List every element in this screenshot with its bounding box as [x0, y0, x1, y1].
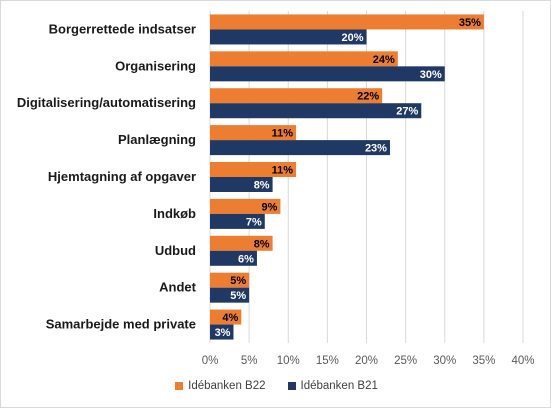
- category-label: Hjemtagning af opgaver: [48, 169, 196, 184]
- x-tick-labels: 0% 5% 10% 15% 20% 25% 30% 35% 40%: [202, 355, 535, 367]
- data-label: 3%: [215, 327, 231, 339]
- x-tick-label: 40%: [511, 355, 534, 367]
- data-label: 11%: [272, 165, 294, 177]
- bar: [210, 250, 257, 266]
- data-label: 5%: [230, 290, 246, 302]
- bar: [210, 177, 273, 192]
- legend-label: Idébanken B21: [300, 380, 378, 392]
- data-label: 6%: [238, 253, 254, 265]
- bar: [210, 29, 367, 45]
- data-label: 8%: [254, 180, 270, 192]
- bar: [210, 162, 297, 177]
- data-label: 5%: [230, 275, 246, 287]
- x-tick-label: 35%: [472, 355, 495, 367]
- data-label: 4%: [222, 312, 238, 324]
- bar: [210, 235, 273, 251]
- bar: [210, 198, 281, 214]
- category-label: Planlægning: [118, 132, 196, 147]
- bar: [210, 309, 242, 325]
- data-label: 20%: [341, 32, 363, 44]
- x-tick-label: 10%: [277, 355, 300, 367]
- x-tick-label: 20%: [355, 355, 378, 367]
- bar: [210, 272, 250, 288]
- bar: [210, 213, 265, 229]
- data-label: 35%: [459, 17, 481, 29]
- legend-item: Idébanken B22: [175, 380, 266, 392]
- bar: [210, 103, 422, 119]
- x-tick-label: 30%: [433, 355, 456, 367]
- legend-swatch: [175, 382, 184, 390]
- bar: [210, 51, 398, 67]
- category-label: Udbud: [155, 243, 196, 258]
- data-label: 23%: [365, 143, 387, 155]
- bar: [210, 88, 383, 104]
- data-label: 9%: [262, 201, 278, 213]
- category-label: Digitalisering/automatisering: [17, 95, 196, 110]
- bar: [210, 14, 484, 30]
- category-label: Borgerrettede indsatser: [49, 21, 196, 36]
- data-label: 30%: [420, 69, 442, 81]
- bars: 35%20%24%30%22%27%11%23%11%8%9%7%8%6%5%5…: [210, 14, 484, 340]
- x-tick-label: 25%: [394, 355, 417, 367]
- category-labels: Borgerrettede indsatser Organisering Digit…: [17, 21, 197, 331]
- data-label: 8%: [254, 238, 270, 250]
- bar: [210, 66, 445, 82]
- legend-label: Idébanken B22: [188, 380, 266, 392]
- bar: [210, 125, 297, 141]
- data-label: 22%: [357, 91, 379, 103]
- category-label: Organisering: [115, 58, 196, 73]
- legend-item: Idébanken B21: [287, 380, 378, 392]
- category-label: Samarbejde med private: [46, 317, 196, 332]
- x-tick-label: 15%: [316, 355, 339, 367]
- category-label: Indkøb: [153, 206, 196, 221]
- data-label: 27%: [396, 106, 418, 118]
- x-tick-label: 0%: [202, 355, 219, 367]
- bar: [210, 324, 234, 340]
- bar: [210, 140, 390, 156]
- data-label: 24%: [373, 54, 395, 66]
- legend-swatch: [287, 382, 296, 390]
- data-label: 11%: [272, 128, 294, 140]
- category-label: Andet: [159, 280, 197, 295]
- data-label: 7%: [246, 216, 262, 228]
- legend: Idébanken B22 Idébanken B21: [1, 380, 551, 392]
- bar: [210, 287, 250, 303]
- x-tick-label: 5%: [241, 355, 258, 367]
